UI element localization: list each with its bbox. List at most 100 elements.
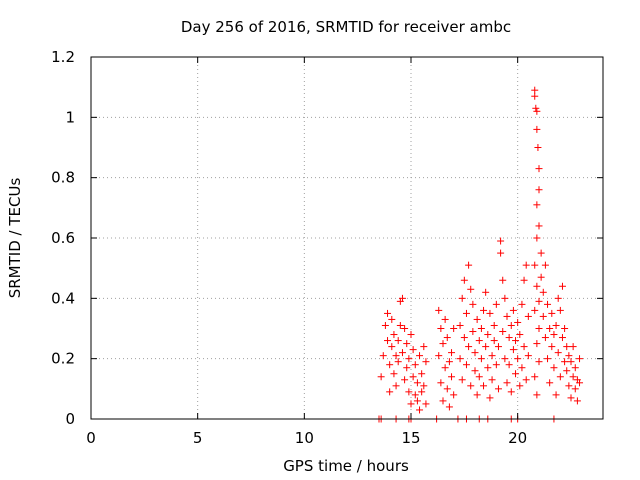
data-point [516, 331, 524, 339]
data-point [467, 382, 475, 390]
data-point [509, 346, 517, 354]
data-point [471, 349, 479, 357]
data-point [484, 331, 492, 339]
data-point [473, 315, 481, 323]
data-point [435, 306, 443, 314]
data-point [512, 337, 520, 345]
data-point [563, 367, 571, 375]
data-point [435, 352, 443, 360]
data-point [492, 361, 500, 369]
data-point [531, 373, 539, 381]
data-point [469, 328, 477, 336]
data-point [396, 321, 404, 329]
data-point [437, 379, 445, 387]
data-point [501, 355, 509, 363]
data-point [554, 294, 562, 302]
data-point [539, 312, 547, 320]
data-point [418, 388, 426, 396]
data-point [450, 325, 458, 332]
data-point [480, 382, 488, 390]
data-point [497, 237, 505, 245]
data-point [569, 343, 577, 351]
data-point [401, 325, 409, 332]
data-point [460, 276, 468, 284]
data-point [537, 273, 545, 281]
data-point [473, 391, 481, 399]
data-point [535, 222, 543, 230]
data-point [398, 294, 406, 302]
data-point [565, 352, 573, 360]
data-point [544, 300, 552, 308]
data-point [458, 294, 466, 302]
data-point [490, 337, 498, 345]
data-point [437, 325, 445, 332]
data-points [375, 86, 584, 423]
data-point [465, 343, 473, 351]
data-point [567, 394, 575, 402]
data-point [533, 282, 541, 290]
data-point [503, 312, 511, 320]
x-tick-labels: 0 5 10 15 20 [86, 429, 527, 447]
data-point [390, 331, 398, 339]
data-point [394, 358, 402, 366]
data-point [541, 261, 549, 269]
data-point [534, 144, 542, 151]
y-tick-labels: 0 0.2 0.4 0.6 0.8 1 1.2 [51, 48, 75, 428]
data-point [490, 321, 498, 329]
data-point [403, 340, 411, 348]
data-point [524, 352, 532, 360]
data-point [445, 358, 453, 366]
data-point [505, 334, 513, 342]
data-point [531, 92, 539, 100]
data-point [494, 343, 502, 351]
data-point [535, 358, 543, 366]
data-point [411, 391, 419, 399]
data-point [458, 376, 466, 384]
data-point [405, 355, 413, 363]
x-tick-label: 5 [193, 429, 203, 447]
data-point [484, 364, 492, 372]
data-point [499, 276, 507, 284]
data-point [477, 355, 485, 363]
data-point [443, 385, 451, 393]
data-point [482, 288, 490, 296]
data-point [390, 370, 398, 378]
data-point [407, 331, 415, 339]
data-point [552, 391, 560, 399]
data-point [561, 325, 569, 332]
data-point [531, 261, 539, 269]
data-point [514, 318, 522, 326]
data-point [405, 388, 413, 396]
data-point [576, 379, 584, 387]
data-point [533, 125, 541, 133]
data-point [535, 165, 543, 173]
x-tick-label: 20 [508, 429, 527, 447]
data-point [441, 364, 449, 372]
data-point [518, 300, 526, 308]
data-point [413, 379, 421, 387]
data-point [384, 309, 392, 317]
data-point [533, 340, 541, 348]
data-point [422, 358, 430, 366]
data-point [509, 306, 517, 314]
data-point [480, 306, 488, 314]
data-point [512, 370, 520, 378]
data-point [565, 382, 573, 390]
x-tick-label: 0 [86, 429, 96, 447]
x-axis-title: GPS time / hours [283, 457, 409, 475]
data-point [571, 385, 579, 393]
data-point [381, 321, 389, 329]
data-point [416, 352, 424, 360]
data-point [420, 382, 428, 390]
data-point [418, 370, 426, 378]
data-point [532, 104, 540, 112]
data-point [494, 385, 502, 393]
data-point [403, 364, 411, 372]
data-point [482, 343, 490, 351]
data-point [467, 285, 475, 293]
data-point [377, 373, 385, 381]
axis-ticks [90, 56, 603, 420]
data-point [556, 306, 564, 314]
data-point [445, 403, 453, 411]
data-point [567, 358, 575, 366]
